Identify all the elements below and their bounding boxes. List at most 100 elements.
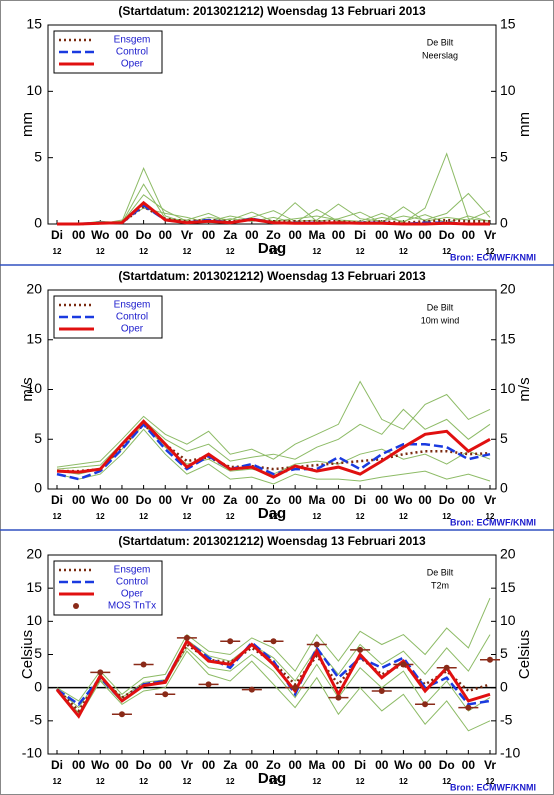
x-sub-label: 12: [96, 247, 105, 256]
x-tick-label: 00: [159, 228, 173, 242]
x-tick-label: 00: [72, 758, 86, 772]
x-tick-label: Za: [223, 758, 237, 772]
x-sub-label: 12: [139, 512, 148, 521]
x-tick-label: Wo: [394, 758, 412, 772]
x-tick-label: 00: [288, 493, 302, 507]
legend-label: Oper: [121, 589, 144, 600]
x-tick-label: Di: [354, 758, 366, 772]
station-label: De Bilt: [427, 37, 454, 47]
x-tick-label: Wo: [91, 493, 109, 507]
x-tick-label: Vr: [181, 228, 193, 242]
ensemble-member-line: [57, 183, 491, 225]
y-tick-label: 5: [34, 645, 42, 661]
x-sub-label: 12: [269, 247, 278, 256]
y-tick-label: 20: [26, 281, 42, 297]
y-tick-label: 0: [34, 480, 42, 496]
mos-point: [162, 691, 169, 698]
x-tick-label: Wo: [394, 493, 412, 507]
y-axis-label: Celsius: [19, 630, 36, 679]
y-tick-label: 0: [34, 678, 42, 694]
y-axis-label-right: Celsius: [516, 630, 533, 679]
y-tick-label-right: 15: [500, 16, 516, 32]
y-tick-label-right: 20: [500, 281, 516, 297]
mos-point: [227, 638, 234, 645]
x-tick-label: 00: [375, 493, 389, 507]
ensemble-member-line: [56, 597, 491, 702]
series-line: [57, 200, 490, 226]
x-sub-label: 12: [312, 512, 321, 521]
x-tick-label: 00: [418, 228, 432, 242]
x-tick-label: 00: [288, 758, 302, 772]
x-tick-label: Di: [354, 228, 366, 242]
mos-point: [400, 661, 407, 668]
x-tick-label: 00: [462, 228, 476, 242]
y-tick-label-right: 0: [500, 678, 508, 694]
x-tick-label: 00: [202, 228, 216, 242]
x-sub-label: 12: [399, 777, 408, 786]
station-label: De Bilt: [427, 567, 454, 577]
series-line: [57, 422, 491, 473]
x-sub-label: 12: [139, 247, 148, 256]
x-tick-label: 00: [418, 493, 432, 507]
variable-label: 10m wind: [421, 315, 460, 325]
x-sub-label: 12: [53, 247, 62, 256]
source-label: Bron: ECMWF/KNMI: [450, 517, 536, 527]
y-tick-label-right: 10: [500, 380, 516, 396]
ensemble-member-line: [57, 152, 491, 225]
y-tick-label-right: 0: [500, 480, 508, 496]
x-sub-label: 12: [399, 512, 408, 521]
y-tick-label-right: 10: [500, 612, 516, 628]
chart-panel: (Startdatum: 2013021212) Woensdag 13 Feb…: [19, 534, 536, 792]
x-sub-label: 12: [442, 247, 451, 256]
x-tick-label: 00: [72, 228, 86, 242]
legend-symbol: [73, 603, 79, 609]
x-tick-label: 00: [159, 493, 173, 507]
mos-point: [357, 646, 364, 653]
mos-point: [118, 711, 125, 718]
x-tick-label: 00: [332, 493, 346, 507]
x-tick-label: Vr: [484, 228, 496, 242]
chart-panel: (Startdatum: 2013021212) Woensdag 13 Feb…: [19, 4, 536, 262]
mos-point: [487, 656, 493, 663]
legend-label: Oper: [121, 59, 144, 70]
x-sub-label: 12: [182, 512, 191, 521]
legend-box: [53, 560, 163, 616]
mos-point: [270, 638, 277, 645]
x-tick-label: Vr: [484, 758, 496, 772]
y-tick-label: 15: [26, 579, 42, 595]
x-tick-label: 00: [115, 493, 129, 507]
y-tick-label-right: 5: [500, 645, 508, 661]
x-tick-label: 00: [462, 493, 476, 507]
x-sub-label: 12: [312, 247, 321, 256]
y-tick-label-right: 15: [500, 579, 516, 595]
mos-point: [378, 687, 385, 694]
x-tick-label: 00: [418, 758, 432, 772]
y-tick-label-right: 5: [500, 148, 508, 164]
mos-point: [335, 694, 342, 701]
x-sub-label: 12: [486, 247, 495, 256]
y-tick-label: 20: [26, 546, 42, 562]
plot-frame: [47, 24, 497, 225]
mos-point: [422, 701, 429, 708]
x-tick-label: 00: [159, 758, 173, 772]
x-sub-label: 12: [53, 777, 62, 786]
x-tick-label: Vr: [181, 758, 193, 772]
chart-title: (Startdatum: 2013021212) Woensdag 13 Feb…: [118, 534, 426, 548]
plot-area: [57, 152, 491, 226]
y-axis-label: mm: [19, 112, 36, 137]
y-tick-label-right: 0: [500, 215, 508, 231]
y-axis-label-right: m/s: [516, 377, 533, 401]
x-tick-label: 00: [115, 228, 129, 242]
x-tick-label: Wo: [394, 228, 412, 242]
x-sub-label: 12: [226, 777, 235, 786]
x-tick-label: Zo: [266, 228, 281, 242]
x-sub-label: 12: [442, 777, 451, 786]
mos-point: [140, 661, 147, 668]
x-sub-label: 12: [486, 777, 495, 786]
chart-panel: (Startdatum: 2013021212) Woensdag 13 Feb…: [19, 269, 536, 527]
y-tick-label: 0: [34, 215, 42, 231]
mos-point: [205, 681, 212, 688]
y-tick-label: 15: [26, 16, 42, 32]
x-tick-label: 00: [245, 493, 259, 507]
x-sub-label: 12: [399, 247, 408, 256]
